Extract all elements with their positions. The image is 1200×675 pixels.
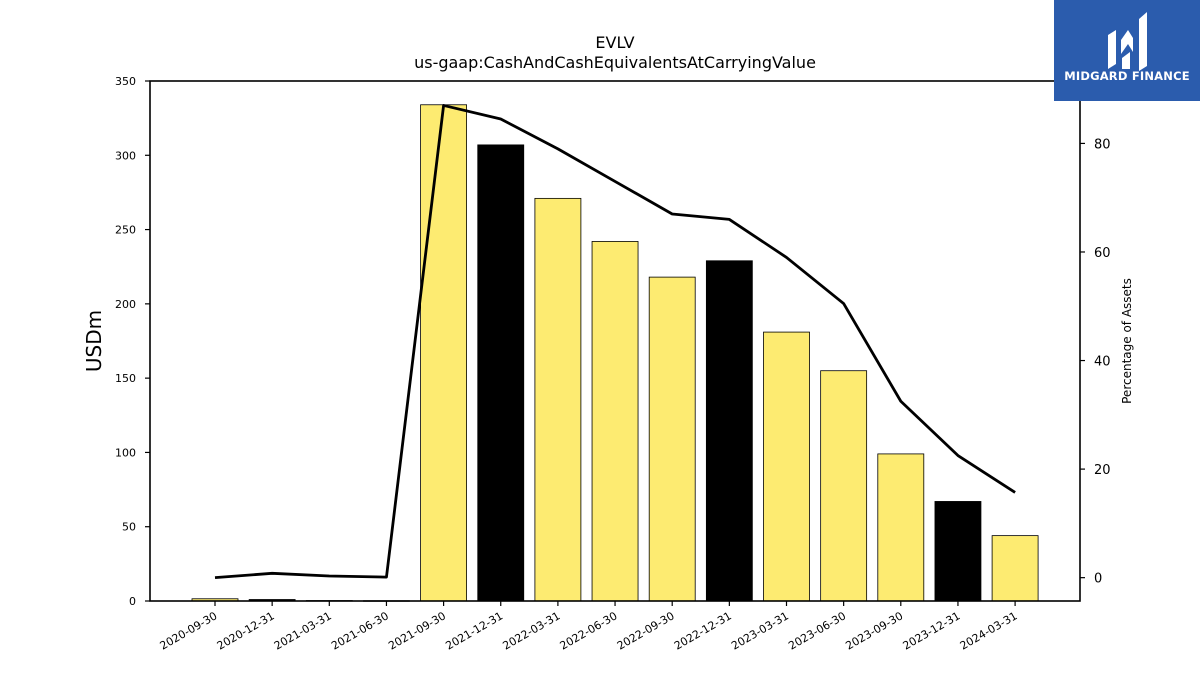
- bar-2022-12-31: [705, 260, 753, 602]
- y-right-tick-label: 60: [1094, 246, 1111, 261]
- y-axis-right: 0 20 40 60 80: [1080, 137, 1111, 587]
- y-tick-label: 100: [115, 446, 136, 459]
- bar-2022-06-30: [591, 241, 639, 602]
- midgard-finance-logo: MIDGARD FINANCE: [1054, 0, 1200, 101]
- x-axis: 2020-09-302020-12-312021-03-312021-06-30…: [158, 601, 1020, 653]
- y-tick-label: 250: [115, 224, 136, 237]
- logo-text: MIDGARD FINANCE: [1064, 69, 1190, 83]
- x-tick-label: 2021-09-30: [386, 609, 448, 652]
- x-tick-label: 2021-06-30: [329, 609, 391, 652]
- y-right-tick-label: 80: [1094, 137, 1111, 152]
- x-tick-label: 2024-03-31: [958, 609, 1020, 652]
- y-axis-label: USDm: [82, 310, 106, 372]
- y-right-tick-label: 40: [1094, 355, 1111, 370]
- x-tick-label: 2021-12-31: [443, 609, 505, 652]
- x-tick-label: 2023-09-30: [843, 609, 905, 652]
- x-tick-label: 2020-12-31: [215, 609, 277, 652]
- y-tick-label: 150: [115, 372, 136, 385]
- y-axis-left: 0 50 100 150 200 250 300 350: [115, 75, 150, 608]
- bar-2024-03-31: [991, 535, 1039, 602]
- x-tick-label: 2020-09-30: [158, 609, 220, 652]
- x-tick-label: 2022-06-30: [558, 609, 620, 652]
- bar-2023-06-30: [820, 370, 868, 602]
- midgard-logo-mark-icon: [1108, 12, 1147, 71]
- bar-2023-12-31: [934, 501, 982, 602]
- y-right-tick-label: 0: [1094, 572, 1102, 587]
- y-tick-label: 350: [115, 75, 136, 88]
- chart-title: EVLV: [595, 33, 634, 52]
- x-tick-label: 2022-03-31: [501, 609, 563, 652]
- chart-subtitle: us-gaap:CashAndCashEquivalentsAtCarrying…: [414, 53, 816, 72]
- x-tick-label: 2021-03-31: [272, 609, 334, 652]
- bar-2022-03-31: [534, 197, 582, 602]
- bar-2023-03-31: [763, 331, 810, 602]
- y-axis-right-label: Percentage of Assets: [1120, 278, 1134, 404]
- x-tick-label: 2022-09-30: [615, 609, 677, 652]
- x-tick-label: 2023-06-30: [786, 609, 848, 652]
- y-tick-label: 0: [129, 595, 136, 608]
- bar-2023-09-30: [877, 453, 925, 602]
- y-tick-label: 50: [122, 521, 136, 534]
- line-group: [214, 104, 1016, 580]
- bars-group: [191, 104, 1039, 602]
- bar-2022-09-30: [648, 276, 696, 602]
- y-tick-label: 200: [115, 298, 136, 311]
- x-tick-label: 2023-12-31: [901, 609, 963, 652]
- bar-2021-09-30: [420, 104, 468, 602]
- x-tick-label: 2022-12-31: [672, 609, 734, 652]
- y-right-tick-label: 20: [1094, 463, 1111, 478]
- percentage-line: [214, 104, 1016, 580]
- x-tick-label: 2023-03-31: [729, 609, 791, 652]
- y-tick-label: 300: [115, 149, 136, 162]
- bar-2021-12-31: [477, 144, 525, 602]
